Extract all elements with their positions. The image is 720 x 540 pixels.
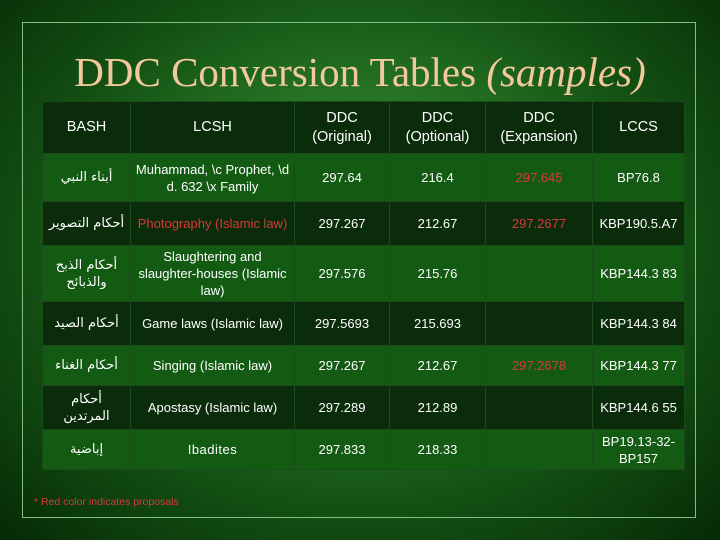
table-header-row: BASH LCSH DDC (Original) DDC (Optional) …: [42, 101, 685, 154]
ddc-optional-cell: 212.67: [389, 201, 486, 246]
header-bash: BASH: [42, 101, 131, 154]
ddc-original-cell: 297.289: [294, 385, 390, 430]
ddc-optional-cell: 216.4: [389, 153, 486, 202]
ddc-conversion-table: BASH LCSH DDC (Original) DDC (Optional) …: [42, 101, 685, 470]
slide-title: DDC Conversion Tables (samples): [0, 48, 720, 96]
ddc-optional-cell: 212.89: [389, 385, 486, 430]
lccs-cell: BP76.8: [592, 153, 685, 202]
lccs-cell: KBP144.3 84: [592, 301, 685, 346]
table-row: أبناء النبي Muhammad, \c Prophet, \d d. …: [42, 153, 685, 202]
bash-cell: أحكام الصيد: [42, 301, 131, 346]
lccs-cell: KBP144.6 55: [592, 385, 685, 430]
header-lcsh: LCSH: [130, 101, 295, 154]
slide-border: [22, 22, 696, 518]
table-row: أحكام الذبح والذبائح Slaughtering and sl…: [42, 245, 685, 302]
table-row: أحكام المرتدين Apostasy (Islamic law) 29…: [42, 385, 685, 430]
lcsh-cell: Photography (Islamic law): [130, 201, 295, 246]
ddc-original-cell: 297.576: [294, 245, 390, 302]
lccs-cell: KBP144.3 83: [592, 245, 685, 302]
ddc-optional-cell: 218.33: [389, 429, 486, 470]
header-ddc-original: DDC (Original): [294, 101, 390, 154]
lccs-cell: KBP190.5.A7: [592, 201, 685, 246]
ddc-optional-cell: 215.693: [389, 301, 486, 346]
table-row: أحكام التصوير Photography (Islamic law) …: [42, 201, 685, 246]
lcsh-cell: Slaughtering and slaughter-houses (Islam…: [130, 245, 295, 302]
header-ddc-expansion: DDC (Expansion): [485, 101, 593, 154]
header-lccs: LCCS: [592, 101, 685, 154]
lcsh-cell: Ibadites: [130, 429, 295, 470]
ddc-original-cell: 297.5693: [294, 301, 390, 346]
title-main: DDC Conversion Tables: [74, 49, 487, 95]
ddc-expansion-cell: [485, 301, 593, 346]
bash-cell: إباضية: [42, 429, 131, 470]
title-italic: (samples): [486, 49, 646, 95]
bash-cell: أحكام المرتدين: [42, 385, 131, 430]
ddc-optional-cell: 215.76: [389, 245, 486, 302]
footnote: * Red color indicates proposals: [34, 496, 179, 508]
ddc-expansion-cell: [485, 245, 593, 302]
ddc-expansion-cell: 297.645: [485, 153, 593, 202]
lcsh-cell: Game laws (Islamic law): [130, 301, 295, 346]
bash-cell: أحكام الذبح والذبائح: [42, 245, 131, 302]
lcsh-cell: Muhammad, \c Prophet, \d d. 632 \x Famil…: [130, 153, 295, 202]
ddc-expansion-cell: 297.2677: [485, 201, 593, 246]
ddc-original-cell: 297.833: [294, 429, 390, 470]
ddc-expansion-cell: 297.2678: [485, 345, 593, 386]
bash-cell: أحكام الغناء: [42, 345, 131, 386]
lccs-cell: KBP144.3 77: [592, 345, 685, 386]
table-row: أحكام الغناء Singing (Islamic law) 297.2…: [42, 345, 685, 386]
lcsh-cell: Singing (Islamic law): [130, 345, 295, 386]
lccs-cell: BP19.13-32-BP157: [592, 429, 685, 470]
ddc-expansion-cell: [485, 385, 593, 430]
bash-cell: أحكام التصوير: [42, 201, 131, 246]
table-row: أحكام الصيد Game laws (Islamic law) 297.…: [42, 301, 685, 346]
header-ddc-optional: DDC (Optional): [389, 101, 486, 154]
ddc-original-cell: 297.64: [294, 153, 390, 202]
ddc-original-cell: 297.267: [294, 201, 390, 246]
ddc-expansion-cell: [485, 429, 593, 470]
ddc-optional-cell: 212.67: [389, 345, 486, 386]
ddc-original-cell: 297.267: [294, 345, 390, 386]
lcsh-cell: Apostasy (Islamic law): [130, 385, 295, 430]
table-row: إباضية Ibadites 297.833 218.33 BP19.13-3…: [42, 429, 685, 470]
bash-cell: أبناء النبي: [42, 153, 131, 202]
